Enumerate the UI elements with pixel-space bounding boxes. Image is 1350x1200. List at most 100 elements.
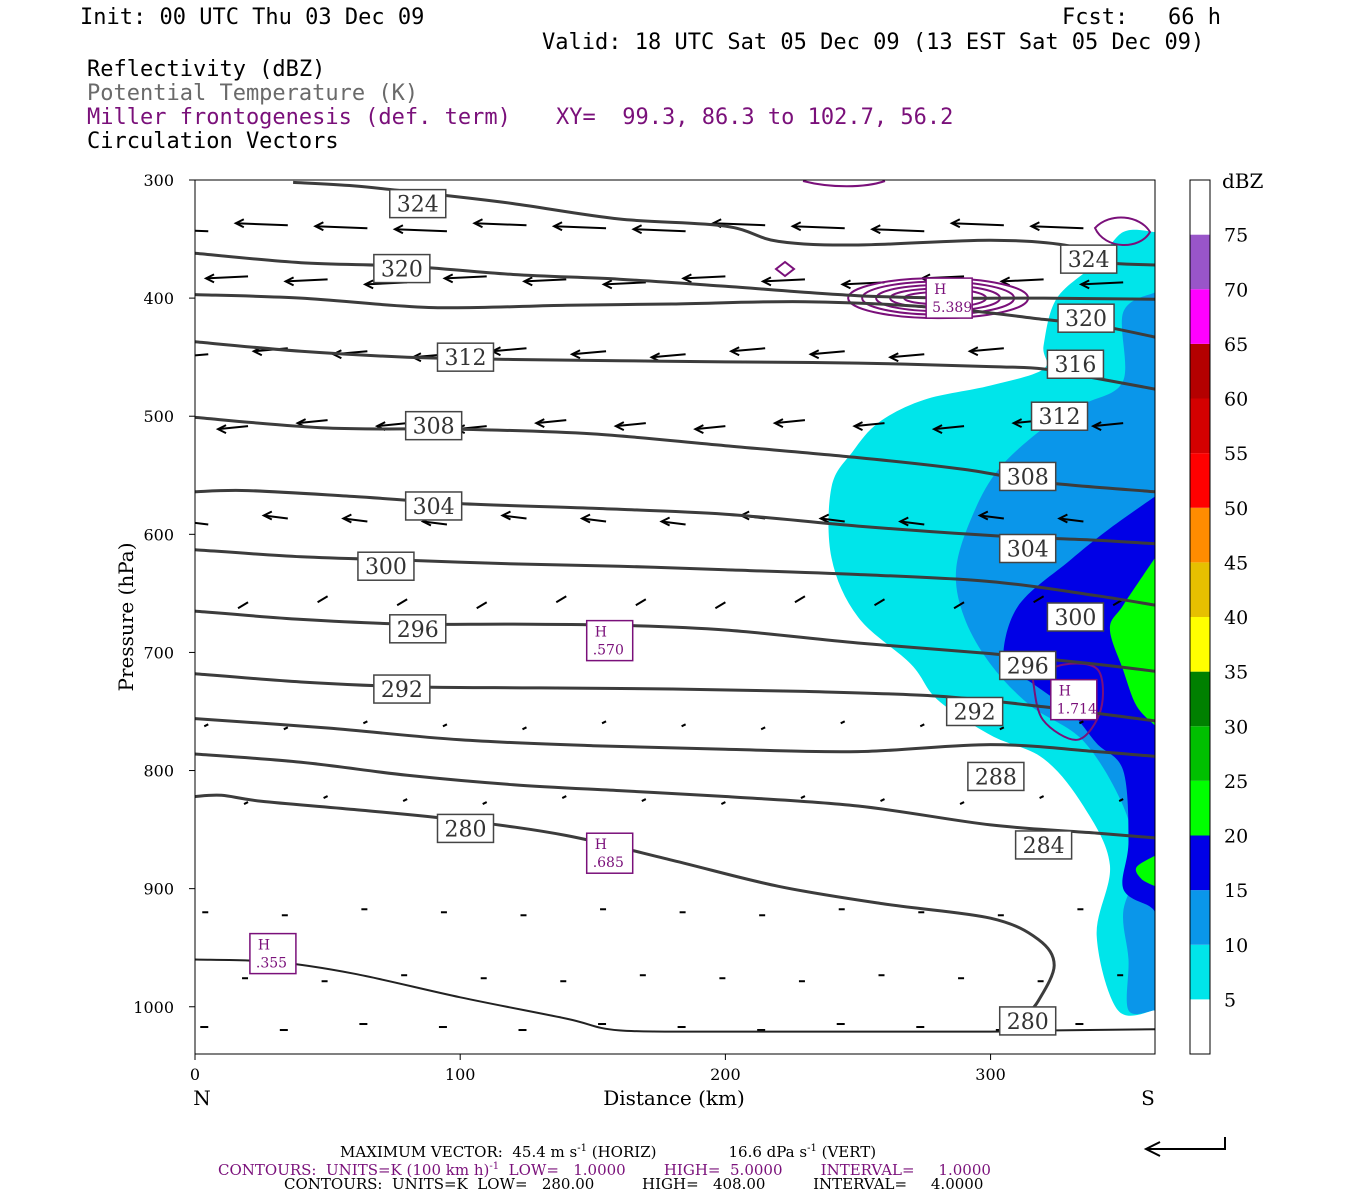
frontogenesis-contour-info: CONTOURS: UNITS=K (100 km h)-1 LOW= 1.00… xyxy=(218,1161,991,1179)
vector-arrow-icon xyxy=(714,601,726,610)
vector-arrowhead-icon xyxy=(233,218,245,229)
x-tick-label: 100 xyxy=(445,1065,476,1084)
theta-label-box xyxy=(373,674,431,704)
vector-arrow-icon xyxy=(1059,517,1084,523)
frontogenesis-max-value: .355 xyxy=(256,956,287,972)
vector-arrow-icon xyxy=(343,517,368,523)
vector-arrow-icon xyxy=(283,726,289,731)
frontogenesis-max-label: H xyxy=(595,837,607,853)
theta-label-box xyxy=(404,410,463,441)
theta-label: 324 xyxy=(1068,248,1110,273)
frontogenesis-max-label: H xyxy=(595,625,607,641)
vector-arrow-icon xyxy=(641,798,647,802)
vector-arrow-icon xyxy=(933,425,965,431)
vector-arrowhead-icon xyxy=(534,418,545,429)
vector-arrow-icon xyxy=(554,225,607,230)
reflectivity-region-20dbz-4 xyxy=(1135,855,1155,887)
theta-label-box xyxy=(1046,602,1105,632)
vector-arrow-icon xyxy=(195,521,209,526)
colorbar-frame xyxy=(1189,179,1211,1055)
vector-arrow-icon xyxy=(880,798,885,802)
vector-arrowhead-icon xyxy=(362,279,374,290)
theta-contour-info: CONTOURS: UNITS=K LOW= 280.00 HIGH= 408.… xyxy=(284,1175,984,1193)
theta-contour-300 xyxy=(195,548,1155,607)
vector-arrowhead-icon xyxy=(840,279,851,290)
field-label-vectors: Circulation Vectors xyxy=(87,129,339,154)
x-axis-title: Distance (km) xyxy=(603,1086,745,1110)
vector-arrowhead-icon xyxy=(1090,421,1102,432)
colorbar: 5 10 15 20 25 30 35 40 45 50 55 60 65 70 75 xyxy=(1189,179,1248,1055)
theta-label-box xyxy=(945,696,1004,727)
colorbar-swatch xyxy=(1190,234,1210,290)
max-vector-note: MAXIMUM VECTOR: 45.4 m s-1 (HORIZ) 16.6 d… xyxy=(340,1143,877,1161)
vector-arrowhead-icon xyxy=(631,224,643,235)
theta-label-box xyxy=(357,551,415,581)
y-tick-label: 1000 xyxy=(133,998,174,1017)
theta-label: 284 xyxy=(1023,834,1065,859)
vector-arrow-icon xyxy=(979,514,1004,520)
frontogenesis-contour xyxy=(1093,216,1152,246)
vector-arrowhead-icon xyxy=(392,224,404,235)
vector-arrowhead-icon xyxy=(870,224,881,235)
colorbar-swatch xyxy=(1190,343,1210,399)
vector-arrowhead-icon xyxy=(1029,221,1040,232)
vector-arrow-icon xyxy=(217,425,249,431)
vector-arrow-icon xyxy=(792,225,845,230)
colorbar-swatch xyxy=(1190,289,1210,344)
colorbar-swatch xyxy=(1190,453,1210,508)
vector-arrowhead-icon xyxy=(681,273,692,284)
y-tick-label: 800 xyxy=(143,762,174,781)
vector-arrow-icon xyxy=(615,422,646,428)
theta-label-box xyxy=(373,253,431,284)
theta-contour-280 xyxy=(195,793,1056,1018)
vector-arrowhead-icon xyxy=(790,221,802,232)
vector-arrowhead-icon xyxy=(772,418,784,429)
theta-label: 320 xyxy=(1065,307,1107,332)
frontogenesis-max-box xyxy=(249,932,297,975)
frontogenesis-max-value: .570 xyxy=(593,643,624,659)
vector-arrow-icon xyxy=(492,347,527,353)
y-tick-label: 900 xyxy=(143,880,174,899)
theta-label: 292 xyxy=(954,700,996,725)
vector-arrow-icon xyxy=(633,228,686,233)
colorbar-tick-label: 70 xyxy=(1224,279,1248,301)
theta-label-box xyxy=(389,614,447,644)
vector-arrow-icon xyxy=(394,228,447,233)
vector-arrowhead-icon xyxy=(472,218,483,229)
x-tick-label: 200 xyxy=(710,1065,741,1084)
vector-arrowhead-icon xyxy=(313,221,324,232)
theta-label-box xyxy=(1057,303,1115,333)
colorbar-swatch xyxy=(1190,398,1210,454)
colorbar-title: dBZ xyxy=(1222,169,1264,193)
vector-arrowhead-icon xyxy=(949,218,961,229)
y-axis-title: Pressure (hPa) xyxy=(114,543,138,692)
vector-arrow-icon xyxy=(695,425,726,431)
vector-arrow-icon xyxy=(820,517,845,523)
vector-arrow-icon xyxy=(402,798,408,802)
vector-arrow-icon xyxy=(536,419,567,425)
theta-label: 304 xyxy=(413,495,455,520)
theta-label-box xyxy=(1030,401,1089,431)
vector-arrow-icon xyxy=(603,281,646,286)
frontogenesis-max-box xyxy=(585,619,634,662)
vector-arrow-icon xyxy=(661,520,686,526)
vector-arrow-icon xyxy=(1118,798,1124,802)
y-tick-label: 600 xyxy=(143,525,174,544)
vector-arrowhead-icon xyxy=(1057,513,1068,524)
cross-section-endpoints: XY= 99.3, 86.3 to 102.7, 56.2 xyxy=(556,105,954,130)
theta-label-box xyxy=(436,813,495,844)
vector-arrow-icon xyxy=(442,723,448,728)
init-time: Init: 00 UTC Thu 03 Dec 09 xyxy=(80,5,425,30)
vector-arrow-icon xyxy=(444,275,487,280)
vector-arrow-icon xyxy=(720,801,726,805)
vector-arrow-icon xyxy=(377,422,408,428)
vector-arrow-icon xyxy=(810,350,845,356)
colorbar-swatch xyxy=(1190,890,1210,945)
vector-arrowhead-icon xyxy=(818,513,830,524)
theta-label-box xyxy=(1046,349,1105,379)
field-label-frontogenesis: Miller frontogenesis (def. term) xyxy=(87,105,511,130)
vector-arrow-icon xyxy=(237,601,249,610)
vector-arrow-icon xyxy=(900,520,925,526)
vector-arrow-icon xyxy=(317,595,329,604)
